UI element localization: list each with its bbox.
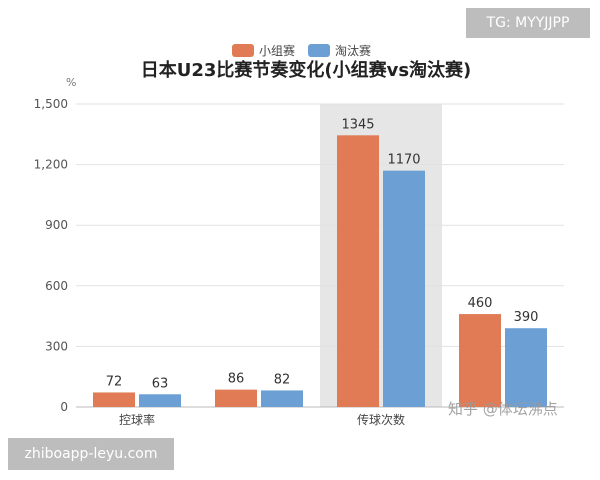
zhihu-watermark: 知乎 @体坛沸点 [448,400,558,418]
bar-knockout [139,394,181,407]
data-label: 86 [228,372,245,387]
data-label: 1345 [341,117,374,132]
bar-knockout [261,390,303,407]
data-label: 460 [468,296,493,311]
data-label: 63 [152,376,169,391]
telegram-tag: TG: MYYJJPP [466,8,590,38]
category-labels: 控球率 传球次数 [119,412,405,427]
data-label: 82 [274,372,291,387]
bar-group-stage [93,392,135,407]
bar-group-stage [337,135,379,407]
y-axis-ticks: 0 300 600 900 1,200 1,500 [34,97,68,414]
y-tick-label: 1,500 [34,97,68,111]
legend-swatch [232,44,254,57]
data-label: 72 [106,374,123,389]
category-label: 传球次数 [357,412,405,427]
legend-label: 淘汰赛 [335,43,371,58]
data-labels: 72 63 86 82 1345 1170 460 390 [106,117,539,391]
chart-title: 日本U23比赛节奏变化(小组赛vs淘汰赛) [141,59,472,81]
y-tick-label: 600 [45,279,68,293]
legend: 小组赛 淘汰赛 [232,43,371,58]
data-label: 390 [514,310,539,325]
bar-knockout [383,170,425,407]
y-tick-label: 300 [45,339,68,353]
legend-label: 小组赛 [259,43,295,58]
bar-group-stage [215,389,257,407]
y-tick-label: 900 [45,218,68,232]
y-axis-unit-label: % [66,76,76,89]
data-label: 1170 [387,153,420,168]
site-url-tag: zhiboapp-leyu.com [8,438,174,470]
y-tick-label: 1,200 [34,158,68,172]
legend-swatch [308,44,330,57]
y-tick-label: 0 [60,400,68,414]
bars [93,135,547,407]
bar-knockout [505,328,547,407]
bar-group-stage [459,314,501,407]
category-label: 控球率 [119,412,155,427]
